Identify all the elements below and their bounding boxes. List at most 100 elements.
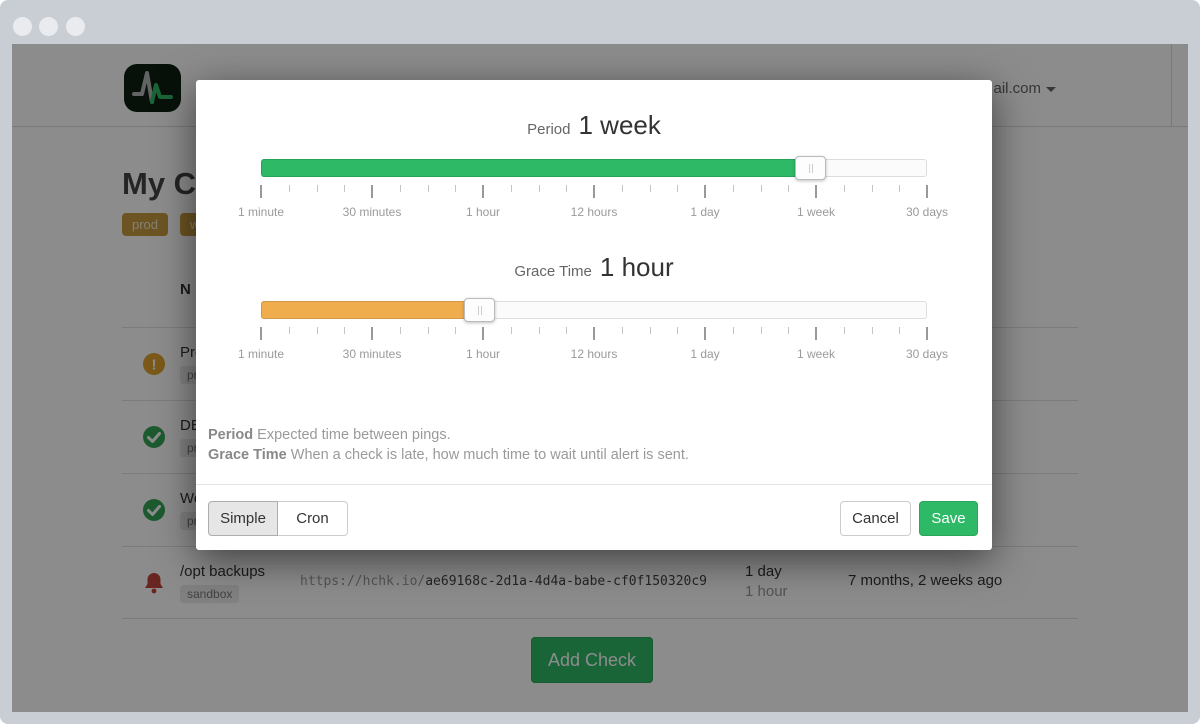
grace-slider-handle[interactable]	[464, 298, 496, 322]
check-tag: sandbox	[180, 585, 240, 603]
minor-tick	[621, 327, 623, 334]
tick-label: 12 hours	[570, 205, 618, 219]
window-close-button[interactable]	[13, 17, 32, 36]
minor-tick	[677, 327, 679, 334]
minor-tick	[538, 327, 540, 334]
minor-tick	[344, 327, 346, 334]
minor-tick	[427, 327, 429, 334]
tick-label: 12 hours	[570, 347, 618, 361]
period-heading: Period 1 week	[196, 110, 992, 141]
tick-label: 1 week	[796, 205, 836, 219]
minor-tick	[649, 185, 651, 192]
period-slider-ruler: 1 minute 30 minutes 1 hour 12 hours 1 day 1 w…	[238, 185, 948, 225]
ping-url[interactable]: https://hchk.io/ae69168c-2d1a-4d4a-babe-…	[300, 574, 707, 589]
tick-label: 1 day	[690, 347, 720, 361]
simple-tab-button[interactable]: Simple	[208, 501, 278, 536]
minor-tick	[788, 185, 790, 192]
major-tick	[926, 327, 928, 340]
minor-tick	[899, 185, 901, 192]
period-label: Period	[527, 121, 571, 138]
minor-tick	[843, 327, 845, 334]
tick-label: 30 minutes	[342, 347, 402, 361]
major-tick	[260, 327, 262, 340]
minor-tick	[621, 185, 623, 192]
minor-tick	[399, 327, 401, 334]
major-tick	[260, 185, 262, 198]
account-menu-label: ail.com	[993, 80, 1041, 97]
tick-label: 1 minute	[237, 347, 285, 361]
period-value: 1 week	[578, 110, 661, 140]
page-title: My C	[122, 166, 197, 201]
minor-tick	[871, 185, 873, 192]
chevron-down-icon	[1046, 86, 1056, 92]
tick-label: 1 minute	[237, 205, 285, 219]
add-check-button[interactable]: Add Check	[531, 637, 653, 683]
check-name[interactable]: /opt backups	[180, 563, 266, 580]
help-line-period: Period Expected time between pings.	[208, 425, 689, 445]
svg-text:!: !	[152, 357, 157, 374]
table-header-name: N	[180, 281, 191, 298]
minor-tick	[455, 185, 457, 192]
modal-footer: Simple Cron Cancel Save	[196, 484, 992, 550]
grace-heading: Grace Time 1 hour	[196, 252, 992, 283]
alert-bell-icon	[142, 571, 166, 595]
major-tick	[593, 185, 595, 198]
grace-label: Grace Time	[514, 263, 592, 280]
window-titlebar	[0, 0, 1200, 44]
minor-tick	[649, 327, 651, 334]
window-zoom-button[interactable]	[66, 17, 85, 36]
period-value: 1 day	[745, 563, 782, 580]
period-slider-track[interactable]	[261, 156, 927, 180]
healthchecks-logo[interactable]	[124, 64, 181, 112]
tag-filter-prod[interactable]: prod	[122, 213, 169, 236]
major-tick	[482, 327, 484, 340]
minor-tick	[760, 327, 762, 334]
account-menu[interactable]: ail.com	[993, 80, 1056, 97]
minor-tick	[288, 327, 290, 334]
minor-tick	[427, 185, 429, 192]
minor-tick	[788, 327, 790, 334]
ping-url-code: ae69168c-2d1a-4d4a-babe-cf0f150320c9	[425, 574, 707, 589]
minor-tick	[510, 185, 512, 192]
ping-url-prefix: https://hchk.io/	[300, 574, 426, 589]
help-term-grace: Grace Time	[208, 447, 287, 463]
minor-tick	[732, 327, 734, 334]
major-tick	[593, 327, 595, 340]
minor-tick	[732, 185, 734, 192]
minor-tick	[566, 327, 568, 334]
major-tick	[704, 327, 706, 340]
tick-label: 1 week	[796, 347, 836, 361]
major-tick	[815, 185, 817, 198]
up-status-icon	[142, 498, 166, 522]
minor-tick	[843, 185, 845, 192]
period-slider-handle[interactable]	[795, 156, 827, 180]
tick-label: 1 day	[690, 205, 720, 219]
pulse-icon	[132, 71, 173, 104]
minor-tick	[288, 185, 290, 192]
minor-tick	[760, 185, 762, 192]
grace-value: 1 hour	[599, 252, 674, 282]
header-divider	[1171, 44, 1172, 126]
major-tick	[482, 185, 484, 198]
tick-label: 30 days	[905, 205, 949, 219]
grace-slider-track[interactable]	[261, 298, 927, 322]
major-tick	[815, 327, 817, 340]
check-name[interactable]: DE	[180, 417, 201, 434]
up-status-icon	[142, 425, 166, 449]
cron-tab-button[interactable]: Cron	[278, 501, 348, 536]
window-minimize-button[interactable]	[39, 17, 58, 36]
tick-label: 1 hour	[465, 347, 501, 361]
major-tick	[371, 185, 373, 198]
minor-tick	[316, 185, 318, 192]
save-button[interactable]: Save	[919, 501, 978, 536]
cancel-button[interactable]: Cancel	[840, 501, 911, 536]
grace-status-icon: !	[142, 352, 166, 376]
minor-tick	[455, 327, 457, 334]
help-desc-period: Expected time between pings.	[257, 427, 451, 443]
period-grace-modal: Period 1 week 1 minute 30 minutes 1 hour 12 …	[196, 80, 992, 550]
help-desc-grace: When a check is late, how much time to w…	[290, 447, 689, 463]
major-tick	[704, 185, 706, 198]
minor-tick	[566, 185, 568, 192]
help-text: Period Expected time between pings. Grac…	[208, 425, 689, 465]
